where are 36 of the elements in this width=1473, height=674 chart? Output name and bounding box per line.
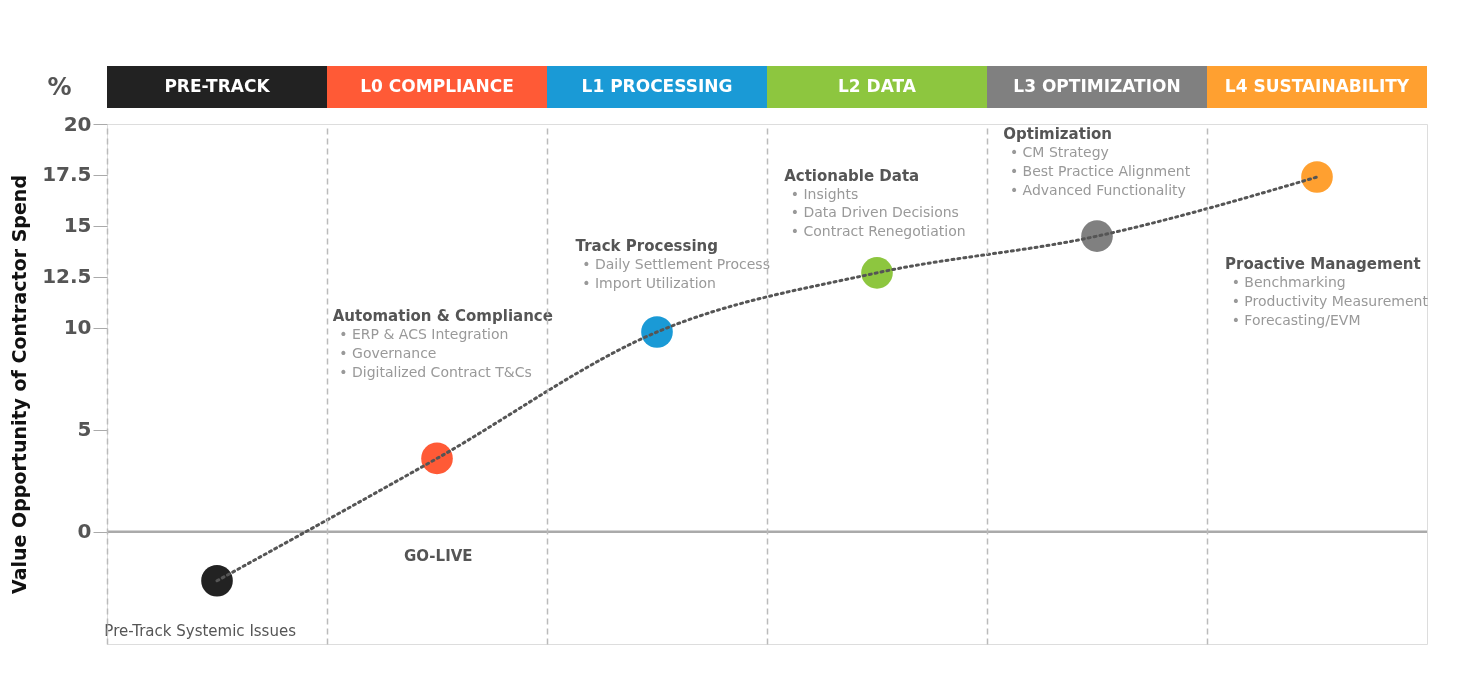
x-tick-label: PRE-TRACK	[164, 76, 271, 96]
y-tick-label: 5	[77, 417, 92, 442]
annotation: Actionable Data	[784, 167, 920, 185]
x-tick-label: L0 COMPLIANCE	[360, 76, 514, 96]
annotation: • Best Practice Alignment	[1009, 162, 1191, 179]
annotation: Automation & Compliance	[332, 307, 553, 326]
x-tick-label: L4 SUSTAINABILITY	[1224, 76, 1410, 96]
annotation: • Daily Settlement Process	[582, 255, 770, 272]
annotation: • ERP & ACS Integration	[339, 326, 509, 343]
y-axis-title: Value Opportunity of Contractor Spend	[8, 175, 31, 594]
y-tick-label: 15	[63, 213, 92, 238]
annotation: • Digitalized Contract T&Cs	[339, 363, 532, 380]
y-tick-label: 20	[63, 111, 92, 136]
text: %	[47, 72, 72, 101]
annotation: Optimization	[1003, 125, 1113, 144]
y-tick-label: 17.5	[42, 162, 92, 187]
annotation: • Advanced Functionality	[1009, 181, 1186, 198]
annotation: GO-LIVE	[404, 546, 473, 565]
y-tick-label: 12.5	[42, 264, 92, 289]
annotation: Pre-Track Systemic Issues	[104, 622, 297, 640]
y-tick-label: 10	[63, 315, 92, 340]
y-tick-label: 0	[77, 519, 92, 544]
annotation: • Insights	[790, 185, 859, 202]
annotation: • Contract Renegotiation	[790, 223, 966, 240]
x-tick-label: L3 OPTIMIZATION	[1013, 76, 1181, 96]
annotation: • Productivity Measurement	[1231, 292, 1429, 309]
annotation: Track Processing	[575, 237, 718, 256]
annotation: Proactive Management	[1225, 255, 1421, 274]
annotation: • Governance	[339, 344, 437, 361]
annotation: • CM Strategy	[1009, 144, 1109, 161]
annotation: • Benchmarking	[1231, 274, 1346, 291]
annotation: • Data Driven Decisions	[790, 204, 959, 221]
x-tick-label: L2 DATA	[838, 76, 917, 96]
x-tick-label: L1 PROCESSING	[581, 76, 733, 96]
annotation: • Forecasting/EVM	[1231, 311, 1361, 328]
annotation: • Import Utilization	[582, 274, 716, 291]
